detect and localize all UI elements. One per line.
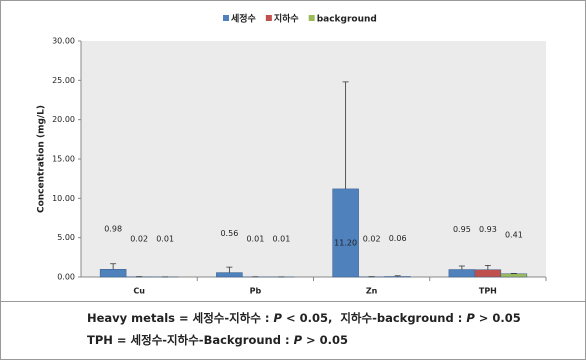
bar xyxy=(448,269,476,278)
x-tick-label: TPH xyxy=(479,287,497,296)
error-bar xyxy=(458,265,465,270)
note-text: P xyxy=(293,333,303,347)
note-text: TPH = 세정수-지하수-Background : xyxy=(87,333,294,347)
bar xyxy=(500,273,528,278)
legend-swatch xyxy=(265,15,272,21)
value-label: 0.95 xyxy=(453,225,471,234)
note-line: Heavy metals = 세정수-지하수 : P < 0.05, 지하수-b… xyxy=(87,310,585,326)
note-text: Heavy metals = 세정수-지하수 : xyxy=(87,311,274,325)
bar xyxy=(216,272,243,278)
error-bar xyxy=(394,275,401,277)
y-tick-label: 20.00 xyxy=(52,115,75,124)
value-label: 0.01 xyxy=(246,234,264,243)
value-label: 0.06 xyxy=(389,234,407,243)
note-line: TPH = 세정수-지하수-Background : P > 0.05 xyxy=(87,332,585,348)
legend-swatch xyxy=(223,15,229,21)
value-label: 0.98 xyxy=(104,225,122,234)
value-label: 0.02 xyxy=(363,234,381,243)
legend-swatch xyxy=(308,15,315,21)
bar xyxy=(332,188,359,278)
y-tick-label: 30.00 xyxy=(52,37,75,46)
y-tick-label: 5.00 xyxy=(57,233,75,242)
bar xyxy=(99,269,127,278)
bar xyxy=(474,269,502,278)
legend-label: 세정수 xyxy=(231,13,256,25)
error-bar xyxy=(226,266,233,273)
y-tick-label: 25.00 xyxy=(52,76,75,85)
legend-label: background xyxy=(317,15,377,25)
value-label: 0.41 xyxy=(505,230,523,239)
y-tick-label: 10.00 xyxy=(52,194,75,203)
plot-area xyxy=(81,41,546,277)
error-bar xyxy=(110,263,117,270)
value-label: 0.01 xyxy=(156,234,174,243)
note-text: > 0.05 xyxy=(302,333,349,347)
note-text: P xyxy=(466,311,475,325)
note-text: < 0.05, 지하수-background : xyxy=(281,311,467,325)
note-text: > 0.05 xyxy=(474,311,521,325)
note-text: P xyxy=(273,311,282,325)
error-bar xyxy=(342,81,349,189)
legend-label: 지하수 xyxy=(274,13,299,25)
value-label: 0.56 xyxy=(220,229,238,238)
value-label: 0.02 xyxy=(130,234,148,243)
x-tick-label: Cu xyxy=(133,287,145,296)
y-axis-label: Concentration (mg/L) xyxy=(37,105,47,213)
notes: Heavy metals = 세정수-지하수 : P < 0.05, 지하수-b… xyxy=(1,301,585,354)
chart: Concentration (mg/L) 0.00 5.00 10.00 15.00 2… xyxy=(37,13,547,296)
value-label: 0.93 xyxy=(479,225,497,234)
x-tick-label: Pb xyxy=(250,287,262,296)
x-tick-label: Zn xyxy=(366,287,378,296)
value-label: 11.20 xyxy=(334,238,357,247)
error-bar xyxy=(484,264,491,270)
y-tick-label: 0.00 xyxy=(57,273,75,282)
y-tick-label: 15.00 xyxy=(52,155,75,164)
value-label: 0.01 xyxy=(272,234,290,243)
